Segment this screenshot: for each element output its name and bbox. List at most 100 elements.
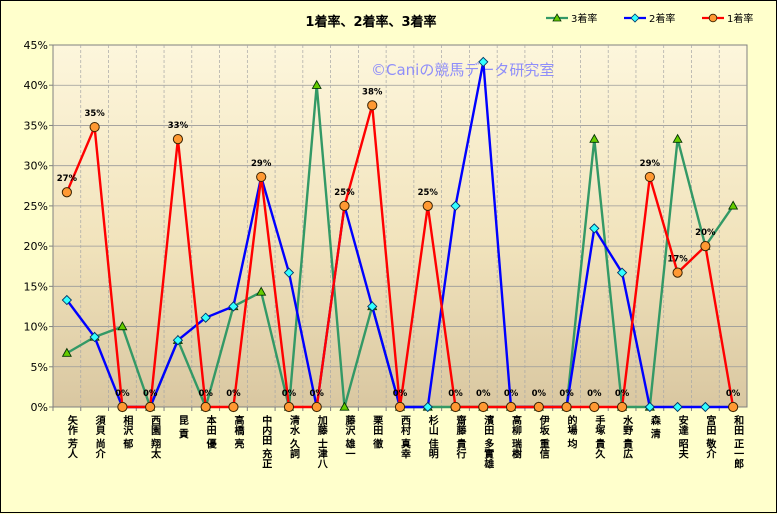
y-tick-label: 5% bbox=[31, 361, 48, 374]
data-point bbox=[672, 267, 683, 278]
y-axis: 0% 5% 10% 15% 20% 25% 30% 35% 40% 45% bbox=[24, 39, 53, 414]
data-point bbox=[561, 401, 572, 413]
data-point bbox=[172, 335, 184, 346]
data-label: 0% bbox=[532, 389, 547, 399]
legend-label: 1着率 bbox=[727, 12, 753, 25]
data-point bbox=[644, 171, 655, 183]
data-point bbox=[505, 401, 517, 413]
x-tick-label: 宮田 敬介 bbox=[704, 414, 717, 459]
data-label: 0% bbox=[615, 389, 630, 399]
data-point bbox=[283, 401, 295, 413]
data-label: 17% bbox=[667, 255, 688, 265]
y-tick-label: 40% bbox=[24, 79, 48, 92]
gridlines bbox=[53, 45, 747, 407]
data-label: 38% bbox=[362, 87, 383, 97]
x-axis: 矢作 芳人 須貝 尚介 相沢 郁 西園 翔太 昆 貢 本田 優 高橋 亮 中内田 充正 清水 久… bbox=[52, 407, 745, 469]
data-point bbox=[228, 401, 239, 413]
data-point bbox=[339, 200, 350, 211]
x-tick-label: 中内田 充正 bbox=[260, 414, 272, 469]
data-label: 29% bbox=[251, 159, 272, 169]
data-point bbox=[672, 401, 683, 413]
data-label: 0% bbox=[476, 389, 491, 399]
data-point bbox=[200, 401, 211, 413]
legend-label: 2着率 bbox=[649, 12, 675, 25]
data-point bbox=[145, 401, 156, 413]
data-point bbox=[89, 121, 100, 133]
data-point bbox=[89, 331, 100, 343]
data-point bbox=[256, 171, 267, 183]
data-point bbox=[700, 401, 711, 413]
legend-label: 3着率 bbox=[571, 12, 597, 25]
data-point bbox=[367, 301, 378, 312]
data-point bbox=[728, 200, 739, 210]
x-tick-label: 的場 均 bbox=[565, 414, 577, 449]
data-point bbox=[422, 200, 433, 211]
data-point bbox=[616, 267, 628, 278]
data-label: 0% bbox=[587, 389, 602, 399]
y-tick-label: 25% bbox=[24, 200, 48, 213]
data-label: 0% bbox=[226, 389, 241, 399]
x-tick-label: 高柳 瑞樹 bbox=[510, 414, 522, 459]
data-point bbox=[283, 267, 295, 278]
data-point bbox=[672, 133, 683, 143]
data-point bbox=[394, 401, 406, 413]
x-tick-label: 西園 翔太 bbox=[149, 415, 162, 459]
data-label: 25% bbox=[334, 188, 355, 198]
data-point bbox=[589, 133, 600, 143]
x-tick-label: 矢作 芳人 bbox=[65, 414, 77, 459]
x-tick-label: 安達 昭夫 bbox=[676, 414, 689, 459]
x-tick-label: 手塚 貴久 bbox=[593, 414, 606, 459]
x-tick-label: 藤沢 雄一 bbox=[343, 414, 356, 459]
data-label: 0% bbox=[504, 389, 519, 399]
legend-marker bbox=[708, 13, 718, 23]
y-tick-label: 45% bbox=[24, 39, 48, 52]
x-tick-label: 伊坂 重信 bbox=[537, 414, 550, 459]
x-tick-label: 高橋 亮 bbox=[232, 414, 244, 449]
data-label: 20% bbox=[695, 228, 716, 238]
x-tick-label: 森 清 bbox=[648, 414, 661, 439]
data-point bbox=[450, 200, 461, 212]
data-point bbox=[200, 312, 211, 323]
data-label: 33% bbox=[168, 121, 189, 131]
data-label: 0% bbox=[726, 389, 741, 399]
data-point bbox=[311, 79, 322, 89]
data-point bbox=[117, 401, 128, 413]
x-tick-label: 水野 貴広 bbox=[621, 414, 634, 459]
y-tick-label: 0% bbox=[31, 401, 48, 414]
data-point bbox=[311, 401, 322, 413]
y-tick-label: 35% bbox=[24, 119, 48, 132]
data-label: 0% bbox=[448, 389, 463, 399]
data-point bbox=[367, 100, 378, 111]
data-point bbox=[256, 286, 267, 296]
data-point bbox=[228, 301, 239, 312]
data-label: 0% bbox=[393, 389, 408, 399]
data-label: 25% bbox=[418, 188, 439, 198]
data-point bbox=[616, 401, 628, 413]
data-label: 27% bbox=[57, 174, 78, 184]
data-label: 0% bbox=[559, 389, 574, 399]
data-point bbox=[339, 401, 350, 411]
data-point bbox=[589, 401, 600, 413]
data-label: 0% bbox=[143, 389, 158, 399]
y-tick-label: 10% bbox=[24, 321, 48, 334]
data-point bbox=[61, 187, 72, 198]
data-label: 0% bbox=[310, 389, 325, 399]
data-point bbox=[61, 347, 72, 357]
data-point bbox=[117, 321, 128, 331]
data-point bbox=[422, 401, 433, 413]
x-tick-label: 昆 貢 bbox=[176, 415, 188, 439]
watermark: ©Caniの競馬データ研究室 bbox=[371, 61, 554, 79]
legend-marker bbox=[552, 13, 562, 22]
x-tick-label: 本田 優 bbox=[204, 414, 217, 449]
legend-marker bbox=[630, 13, 640, 23]
data-label: 0% bbox=[198, 389, 213, 399]
data-point bbox=[533, 401, 544, 413]
x-tick-label: 須貝 尚介 bbox=[93, 414, 106, 459]
legend: 3着率 2着率 1着率 bbox=[546, 12, 753, 25]
data-label: 0% bbox=[282, 389, 297, 399]
series-layer bbox=[61, 56, 739, 413]
data-point bbox=[450, 401, 461, 413]
x-tick-label: 相沢 郁 bbox=[121, 414, 134, 449]
